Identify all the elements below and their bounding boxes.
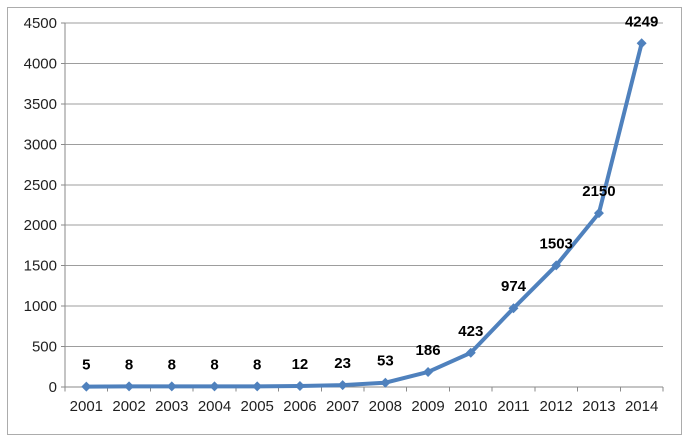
data-point-label: 423 xyxy=(458,323,483,340)
x-axis-tick-label: 2013 xyxy=(582,398,615,415)
y-axis-tick-label: 1500 xyxy=(24,258,57,275)
y-axis-tick-label: 3500 xyxy=(24,96,57,113)
x-axis-tick-label: 2001 xyxy=(70,398,103,415)
chart-border xyxy=(7,7,682,435)
y-axis-tick-label: 2000 xyxy=(24,217,57,234)
data-point-label: 2150 xyxy=(582,183,615,200)
data-point-label: 1503 xyxy=(540,235,573,252)
data-point-marker xyxy=(81,381,92,392)
data-point-label: 186 xyxy=(416,342,441,359)
data-point-marker xyxy=(252,381,263,392)
data-point-label: 8 xyxy=(125,356,133,373)
y-axis-tick-label: 500 xyxy=(32,339,57,356)
data-point-marker xyxy=(593,208,604,219)
data-point-marker xyxy=(508,303,519,314)
y-axis-tick-label: 2500 xyxy=(24,177,57,194)
data-series-line xyxy=(84,41,644,389)
data-point-marker xyxy=(294,381,305,392)
x-axis-tick-label: 2007 xyxy=(326,398,359,415)
x-axis-tick-label: 2002 xyxy=(112,398,145,415)
data-point-marker xyxy=(380,377,391,388)
data-point-label: 53 xyxy=(377,353,394,370)
y-axis-tick-label: 1000 xyxy=(24,298,57,315)
data-point-marker xyxy=(551,260,562,271)
y-axis-tick-label: 4500 xyxy=(24,15,57,32)
x-axis-tick-label: 2008 xyxy=(369,398,402,415)
y-axis-tick-label: 4000 xyxy=(24,55,57,72)
data-point-marker xyxy=(337,380,348,391)
x-axis-tick-label: 2003 xyxy=(155,398,188,415)
data-point-label: 8 xyxy=(253,356,261,373)
data-point-label: 5 xyxy=(82,357,90,374)
x-axis-tick-label: 2004 xyxy=(198,398,231,415)
x-axis-tick-label: 2014 xyxy=(625,398,658,415)
data-point-marker xyxy=(124,381,135,392)
x-axis-tick-label: 2006 xyxy=(283,398,316,415)
data-point-marker xyxy=(465,347,476,358)
data-point-label: 23 xyxy=(334,355,351,372)
data-point-label: 12 xyxy=(292,356,309,373)
data-point-label: 4249 xyxy=(625,13,658,30)
x-axis-tick-label: 2009 xyxy=(411,398,444,415)
y-axis-tick-label: 3000 xyxy=(24,136,57,153)
data-point-marker xyxy=(209,381,220,392)
data-point-marker xyxy=(166,381,177,392)
x-axis-tick-label: 2012 xyxy=(540,398,573,415)
data-point-label: 8 xyxy=(210,356,218,373)
data-point-label: 974 xyxy=(501,278,527,295)
x-axis-tick-label: 2005 xyxy=(241,398,274,415)
y-axis-tick-label: 0 xyxy=(49,379,57,396)
x-axis-tick-label: 2011 xyxy=(497,398,529,415)
data-point-marker xyxy=(423,366,434,377)
x-axis-tick-label: 2010 xyxy=(454,398,487,415)
data-point-label: 8 xyxy=(168,356,176,373)
data-point-marker xyxy=(636,38,647,49)
